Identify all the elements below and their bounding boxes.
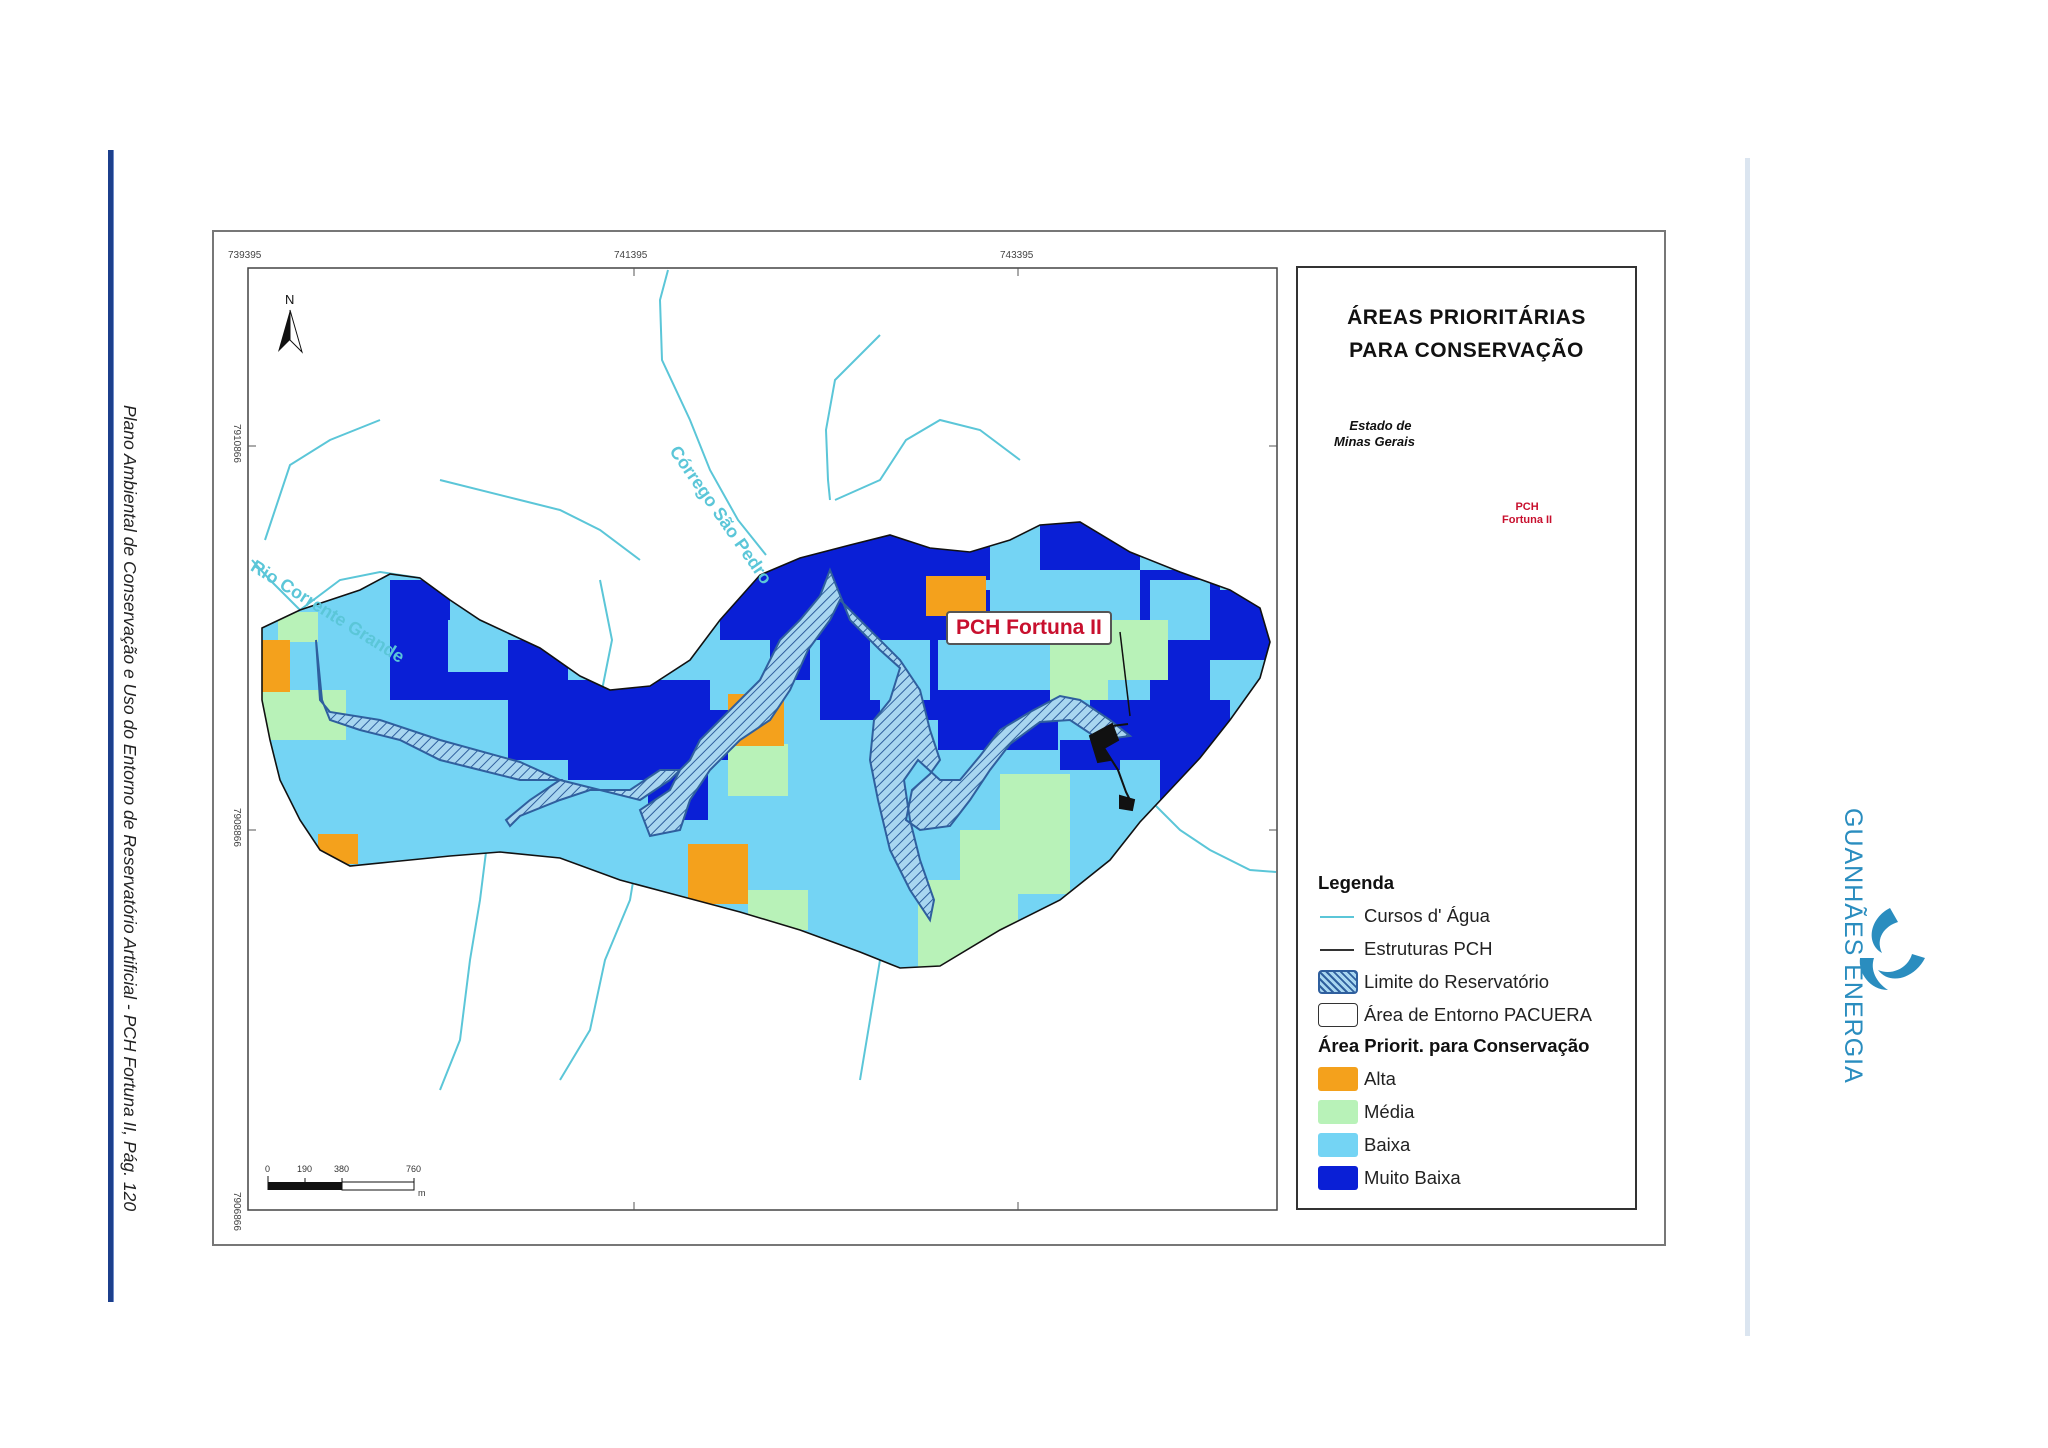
pch-structures [1088, 722, 1136, 812]
legend-label: Área de Entorno PACUERA [1364, 1004, 1592, 1025]
legend-item-baixa: Baixa [1318, 1132, 1410, 1158]
inset-state-line1: Estado de [1349, 418, 1412, 433]
swatch-muito-baixa [1318, 1166, 1358, 1190]
reservoir-limit [315, 567, 1133, 923]
inset-pch-line2: Fortuna II [1502, 514, 1553, 526]
priority-heading: Área Priorit. para Conservação [1318, 1035, 1590, 1056]
coord-y-3: 7906866 [231, 1192, 242, 1231]
coord-x-3: 743395 [1000, 250, 1034, 261]
water-line-icon [1318, 904, 1358, 928]
legend-heading: Legenda [1318, 872, 1395, 893]
legend-item-media: Média [1318, 1099, 1414, 1125]
brand-logo [1830, 800, 1950, 1080]
inset-state-label: Estado de Minas Gerais [1334, 418, 1415, 450]
hatch-swatch-icon [1318, 970, 1358, 994]
swatch-media [1318, 1100, 1358, 1124]
legend-item-reservatorio: Limite do Reservatório [1318, 969, 1549, 995]
scale-tick-380: 380 [334, 1164, 350, 1174]
swatch-alta [1318, 1067, 1358, 1091]
coord-y-1: 7910866 [231, 424, 242, 463]
outline-swatch-icon [1318, 1003, 1358, 1027]
north-label: N [285, 292, 295, 307]
scale-tick-760: 760 [406, 1164, 422, 1174]
right-margin-rule [1745, 158, 1750, 1336]
legend-item-entorno: Área de Entorno PACUERA [1318, 1002, 1592, 1028]
inset-pch-label: PCH Fortuna II [1502, 501, 1552, 527]
priority-grid [262, 522, 1270, 968]
legend-label: Cursos d' Água [1364, 905, 1490, 926]
scale-tick-0: 0 [265, 1164, 271, 1174]
legend-label: Limite do Reservatório [1364, 971, 1550, 992]
coord-x-1: 739395 [228, 250, 262, 261]
legend-label: Média [1364, 1101, 1415, 1122]
legend-label: Alta [1364, 1068, 1396, 1089]
scale-unit: m [418, 1188, 426, 1198]
pacuera-boundary [261, 521, 1271, 969]
pch-fortuna-label: PCH Fortuna II [946, 611, 1112, 645]
legend-label: Baixa [1364, 1134, 1411, 1155]
scale-bar [267, 1176, 415, 1191]
coord-x-2: 741395 [614, 250, 648, 261]
left-margin-rule [108, 150, 114, 1302]
legend-label: Estruturas PCH [1364, 938, 1493, 959]
guanhaes-logo-icon [1859, 908, 1925, 990]
structure-line-icon [1318, 937, 1358, 961]
legend-panel [1296, 266, 1637, 1210]
waterways [251, 269, 1277, 1091]
legend-item-muito-baixa: Muito Baixa [1318, 1165, 1461, 1191]
north-arrow-icon [278, 309, 304, 354]
legend-label: Muito Baixa [1364, 1167, 1461, 1188]
coord-y-2: 7908866 [231, 808, 242, 847]
legend-item-cursos-agua: Cursos d' Água [1318, 903, 1490, 929]
legend-item-estruturas: Estruturas PCH [1318, 936, 1493, 962]
legend-title-line1: ÁREAS PRIORITÁRIAS [1347, 306, 1586, 329]
legend-title-line2: PARA CONSERVAÇÃO [1349, 339, 1584, 362]
scale-tick-190: 190 [297, 1164, 313, 1174]
legend-item-alta: Alta [1318, 1066, 1396, 1092]
inset-state-line2: Minas Gerais [1334, 434, 1415, 449]
inset-pch-line1: PCH [1515, 501, 1539, 513]
swatch-baixa [1318, 1133, 1358, 1157]
